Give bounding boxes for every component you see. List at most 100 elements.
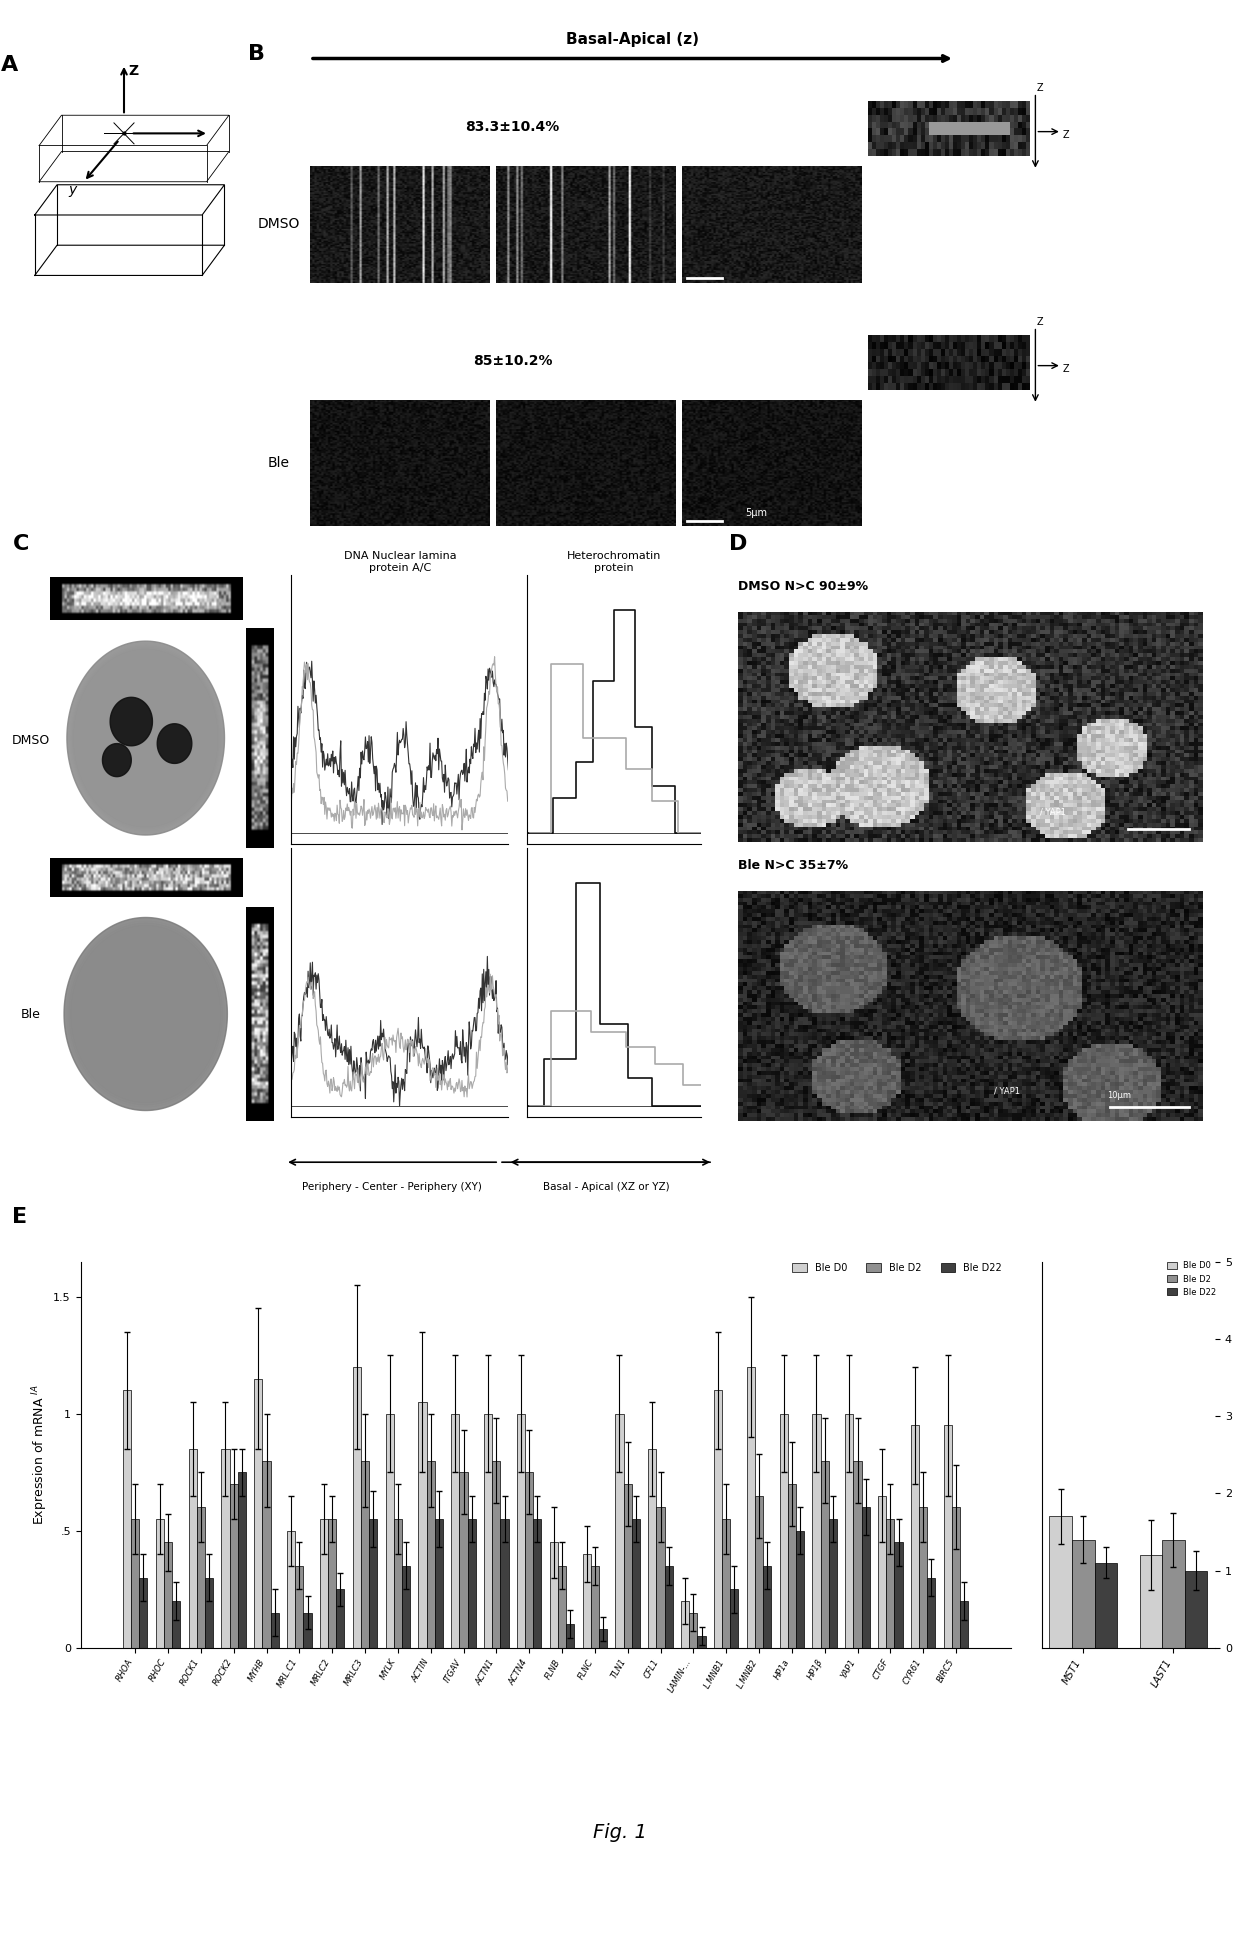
Text: Z: Z: [1063, 129, 1069, 140]
Bar: [780, 1414, 787, 1648]
Text: 5μm: 5μm: [745, 507, 766, 517]
Text: Basal - Apical (XZ or YZ): Basal - Apical (XZ or YZ): [543, 1182, 670, 1191]
Text: Z: Z: [1063, 363, 1069, 374]
Bar: [796, 1531, 805, 1648]
Bar: [1162, 1540, 1184, 1648]
Bar: [238, 1472, 246, 1648]
Bar: [714, 1390, 722, 1648]
Bar: [787, 1484, 796, 1648]
Bar: [755, 1496, 763, 1648]
Bar: [812, 1414, 821, 1648]
Bar: [156, 1519, 164, 1648]
Polygon shape: [64, 918, 227, 1110]
Bar: [402, 1566, 410, 1648]
Bar: [205, 1578, 213, 1648]
Polygon shape: [71, 645, 221, 831]
Bar: [928, 1578, 935, 1648]
Bar: [583, 1554, 590, 1648]
Text: D: D: [729, 534, 748, 554]
Bar: [960, 1601, 968, 1648]
Bar: [853, 1461, 862, 1648]
Bar: [525, 1472, 533, 1648]
Bar: [164, 1542, 172, 1648]
Bar: [386, 1414, 394, 1648]
Bar: [427, 1461, 435, 1648]
Bar: [1095, 1562, 1117, 1648]
Bar: [361, 1461, 370, 1648]
Bar: [188, 1449, 197, 1648]
Text: Z: Z: [1037, 82, 1044, 94]
Polygon shape: [71, 924, 221, 1104]
Polygon shape: [157, 723, 192, 762]
Polygon shape: [67, 642, 224, 835]
Bar: [286, 1531, 295, 1648]
Bar: [952, 1507, 960, 1648]
Bar: [590, 1566, 599, 1648]
Bar: [270, 1613, 279, 1648]
Bar: [846, 1414, 853, 1648]
Text: / YAP1: / YAP1: [993, 1086, 1019, 1096]
Text: / YAP1: / YAP1: [1040, 807, 1066, 817]
Text: Basal-Apical (z): Basal-Apical (z): [565, 31, 699, 47]
Text: DMSO: DMSO: [12, 735, 50, 747]
Bar: [1073, 1540, 1095, 1648]
Text: E: E: [12, 1207, 27, 1227]
Bar: [517, 1414, 525, 1648]
Bar: [533, 1519, 542, 1648]
Bar: [549, 1542, 558, 1648]
Text: Ble: Ble: [268, 456, 290, 470]
Bar: [862, 1507, 869, 1648]
Bar: [763, 1566, 771, 1648]
Polygon shape: [67, 920, 224, 1108]
Bar: [567, 1624, 574, 1648]
Bar: [624, 1484, 632, 1648]
Polygon shape: [73, 649, 218, 827]
Bar: [599, 1628, 608, 1648]
Bar: [492, 1461, 501, 1648]
Bar: [730, 1589, 739, 1648]
Bar: [139, 1578, 148, 1648]
Bar: [1140, 1554, 1162, 1648]
Bar: [304, 1613, 311, 1648]
Text: Z: Z: [129, 64, 139, 78]
Bar: [329, 1519, 336, 1648]
Bar: [418, 1402, 427, 1648]
Bar: [172, 1601, 180, 1648]
Bar: [944, 1425, 952, 1648]
Bar: [681, 1601, 689, 1648]
Bar: [558, 1566, 567, 1648]
Text: Ble N>C 35±7%: Ble N>C 35±7%: [738, 860, 848, 872]
Bar: [123, 1390, 131, 1648]
Text: 10μm: 10μm: [1107, 1092, 1131, 1100]
Bar: [336, 1589, 345, 1648]
Bar: [254, 1379, 263, 1648]
Bar: [131, 1519, 139, 1648]
Bar: [352, 1367, 361, 1648]
Bar: [656, 1507, 665, 1648]
Bar: [459, 1472, 467, 1648]
Text: B: B: [248, 43, 265, 64]
Text: DMSO N>C 90±9%: DMSO N>C 90±9%: [738, 581, 868, 593]
Bar: [919, 1507, 928, 1648]
Text: C: C: [12, 534, 29, 554]
Legend: Ble D0, Ble D2, Ble D22: Ble D0, Ble D2, Ble D22: [1163, 1258, 1220, 1301]
Bar: [722, 1519, 730, 1648]
Bar: [222, 1449, 229, 1648]
Bar: [887, 1519, 894, 1648]
Bar: [894, 1542, 903, 1648]
Bar: [263, 1461, 270, 1648]
Bar: [229, 1484, 238, 1648]
Bar: [697, 1636, 706, 1648]
Bar: [1049, 1517, 1073, 1648]
Text: Ble: Ble: [21, 1008, 41, 1020]
Bar: [649, 1449, 656, 1648]
Bar: [665, 1566, 673, 1648]
Polygon shape: [110, 698, 153, 745]
Bar: [632, 1519, 640, 1648]
Title: Heterochromatin
protein: Heterochromatin protein: [567, 552, 661, 573]
Bar: [911, 1425, 919, 1648]
Text: A: A: [1, 55, 19, 74]
Bar: [689, 1613, 697, 1648]
Bar: [394, 1519, 402, 1648]
Polygon shape: [68, 922, 223, 1106]
